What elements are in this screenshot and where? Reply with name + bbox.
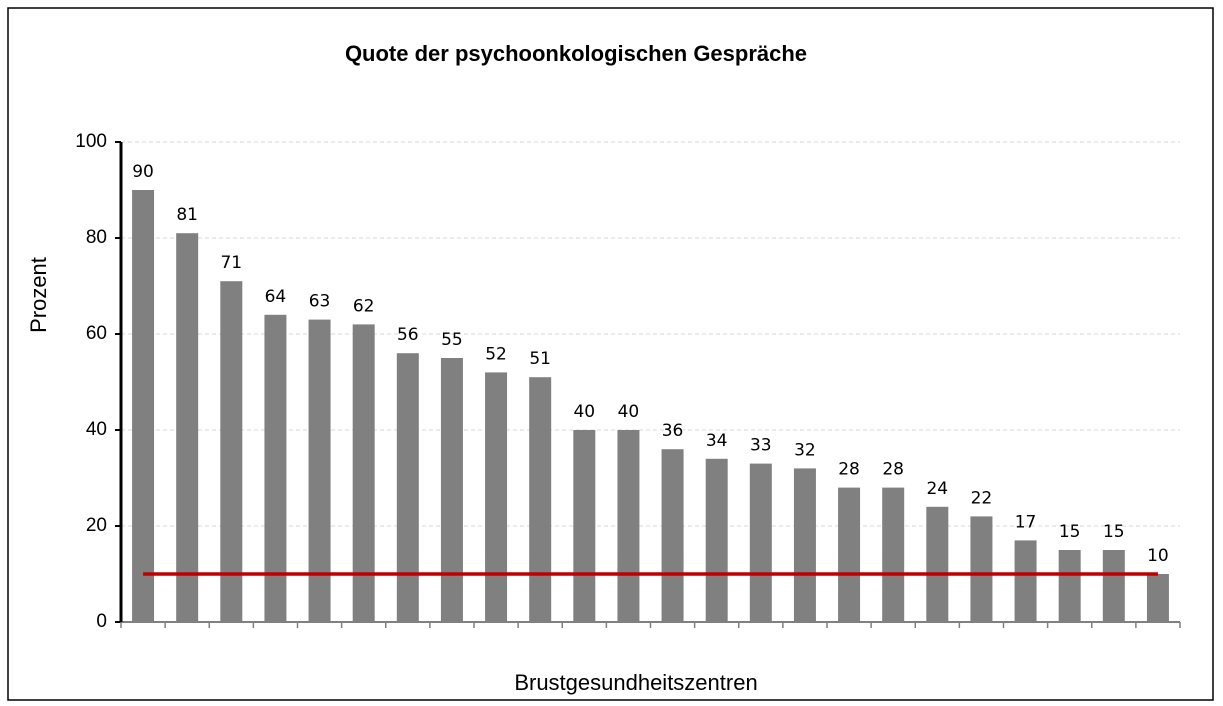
bar (1146, 574, 1169, 622)
bar (485, 372, 508, 622)
value-label: 81 (176, 205, 198, 225)
bar (661, 449, 684, 622)
bar (926, 506, 949, 622)
bar (573, 430, 596, 622)
y-tick-label: 100 (75, 131, 107, 152)
value-label: 40 (573, 402, 595, 422)
bar (352, 324, 375, 622)
bar (440, 358, 463, 622)
value-label: 64 (265, 287, 287, 307)
value-label: 34 (706, 431, 728, 451)
value-label: 28 (882, 460, 904, 480)
bar (617, 430, 640, 622)
value-label: 15 (1059, 522, 1081, 542)
value-label: 28 (838, 460, 860, 480)
value-label: 33 (750, 436, 772, 456)
value-label: 62 (353, 296, 375, 316)
bar (793, 468, 816, 622)
bar (176, 233, 199, 622)
value-label: 40 (618, 402, 640, 422)
value-label: 90 (132, 162, 154, 182)
x-axis-label: Brustgesundheitszentren (514, 670, 757, 695)
value-label: 24 (926, 479, 948, 499)
y-tick-label: 80 (86, 227, 107, 248)
bar (882, 487, 905, 622)
y-tick-label: 60 (86, 323, 107, 344)
y-tick-label: 20 (86, 515, 107, 536)
bar (1014, 540, 1037, 622)
bar (308, 319, 331, 622)
bar (220, 281, 243, 622)
bar (396, 353, 419, 622)
value-label: 22 (971, 488, 993, 508)
chart-title: Quote der psychoonkologischen Gespräche (345, 41, 807, 66)
value-label: 32 (794, 440, 816, 460)
value-label: 55 (441, 330, 463, 350)
value-label: 63 (309, 292, 331, 312)
chart-frame (7, 7, 1214, 701)
value-label: 51 (529, 349, 551, 369)
value-label: 15 (1103, 522, 1125, 542)
value-label: 17 (1015, 512, 1037, 532)
bar (132, 190, 155, 622)
y-tick-label: 0 (96, 611, 107, 632)
value-label: 56 (397, 325, 419, 345)
bar (838, 487, 861, 622)
bar (970, 516, 993, 622)
bar (529, 377, 552, 622)
bar (264, 314, 287, 622)
bar (749, 463, 772, 622)
value-label: 36 (662, 421, 684, 441)
bar (1102, 550, 1125, 622)
y-axis-label: Prozent (26, 257, 51, 333)
bar (705, 458, 728, 622)
value-label: 10 (1147, 546, 1169, 566)
bar (1058, 550, 1081, 622)
value-label: 71 (220, 253, 242, 273)
y-tick-label: 40 (86, 419, 107, 440)
value-label: 52 (485, 344, 507, 364)
